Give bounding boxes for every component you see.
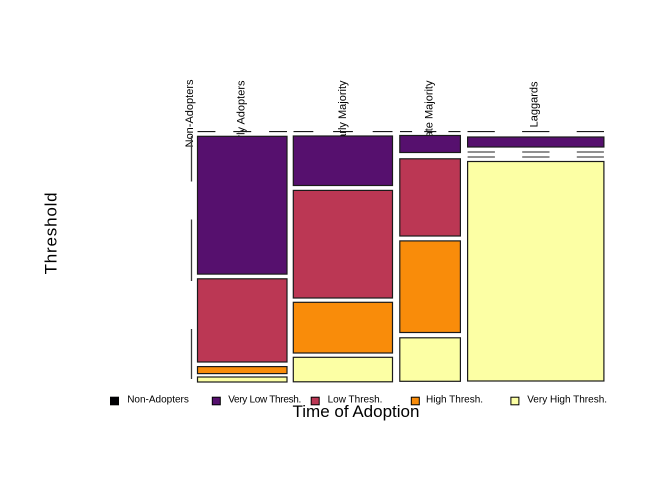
svg-text:Very High Thresh.: Very High Thresh.	[527, 395, 607, 406]
svg-text:Very Low Thresh.: Very Low Thresh.	[228, 395, 301, 406]
svg-text:Low Thresh.: Low Thresh.	[328, 395, 383, 406]
svg-text:Threshold: Threshold	[42, 192, 61, 275]
svg-text:Late Majority: Late Majority	[423, 80, 435, 143]
svg-text:Early Adopters: Early Adopters	[236, 80, 248, 152]
svg-text:Laggards: Laggards	[528, 81, 540, 127]
svg-text:Time of Adoption: Time of Adoption	[293, 402, 420, 421]
svg-text:Non-Adopters: Non-Adopters	[184, 79, 196, 147]
svg-text:Non-Adopters: Non-Adopters	[127, 395, 189, 406]
svg-text:Early Majority: Early Majority	[337, 80, 349, 147]
svg-text:High Thresh.: High Thresh.	[426, 395, 483, 406]
